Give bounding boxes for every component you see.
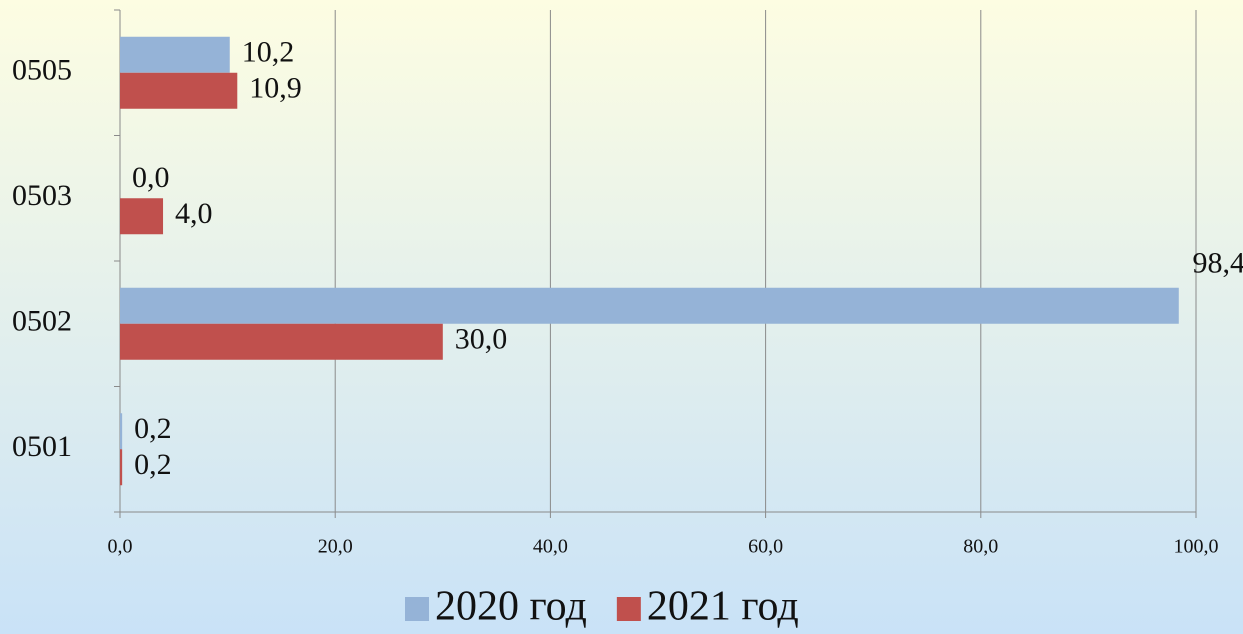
bar: [120, 198, 164, 235]
data-label: 0,0: [132, 161, 170, 194]
bar: [120, 449, 123, 486]
data-label: 0,2: [134, 412, 172, 445]
legend-swatch: [616, 597, 641, 621]
data-label: 10,9: [249, 72, 302, 105]
x-tick-label: 60,0: [748, 536, 783, 558]
x-tick-label: 20,0: [318, 536, 353, 558]
y-tick-label: 0501: [12, 430, 72, 463]
data-label: 30,0: [455, 323, 508, 356]
bar: [120, 323, 443, 360]
y-tick-label: 0503: [12, 179, 72, 212]
y-tick-label: 0505: [12, 54, 72, 87]
data-label: 0,2: [134, 448, 172, 481]
bar: [120, 287, 1179, 324]
data-label: 98,4: [1193, 247, 1243, 280]
data-label: 4,0: [175, 197, 213, 230]
legend-swatch: [405, 597, 429, 621]
bar: [120, 72, 238, 109]
x-tick-label: 100,0: [1174, 536, 1219, 558]
x-tick-label: 40,0: [533, 536, 568, 558]
x-tick-label: 0,0: [108, 536, 133, 558]
bar: [120, 36, 230, 73]
legend-label: 2020 год: [435, 584, 587, 630]
y-tick-label: 0502: [12, 305, 72, 338]
legend-label: 2021 год: [647, 584, 799, 630]
x-tick-label: 80,0: [963, 536, 998, 558]
bar: [120, 413, 123, 450]
data-label: 10,2: [242, 36, 295, 69]
